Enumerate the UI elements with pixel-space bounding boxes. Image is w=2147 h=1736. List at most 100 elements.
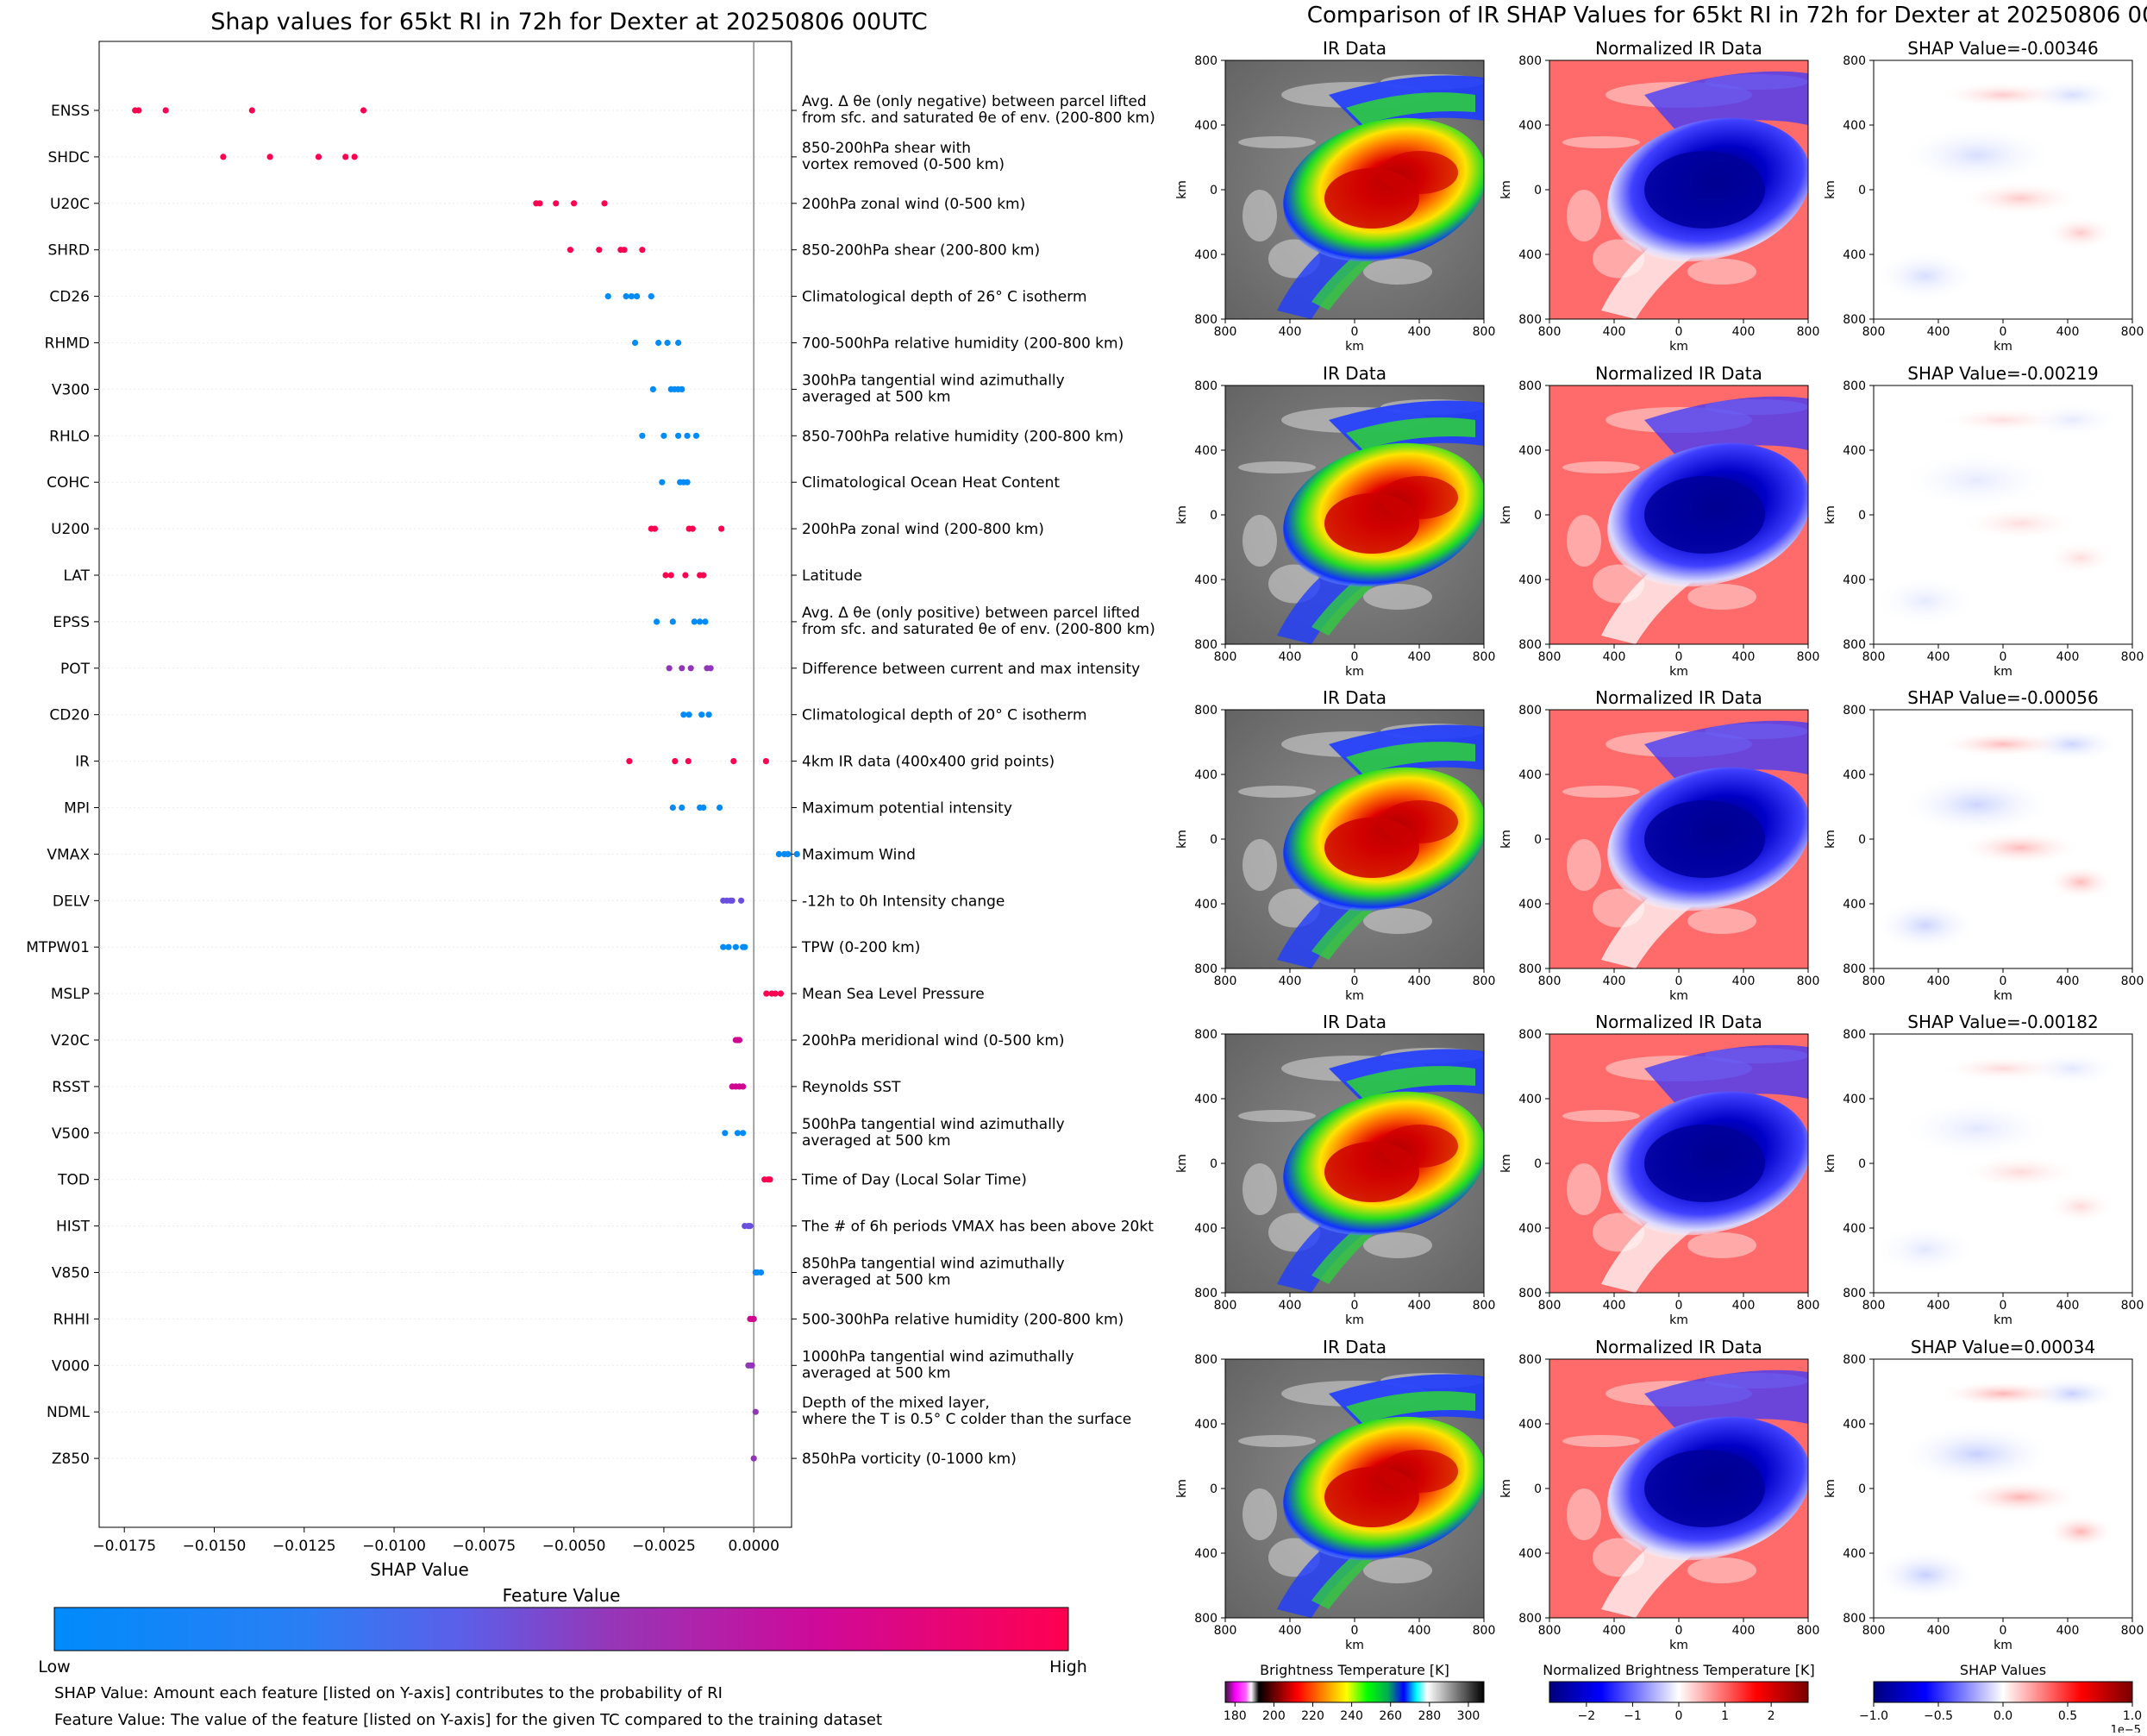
feature-desc-label: Avg. Δ θe (only negative) between parcel… [802,93,1147,110]
ir-panel-title: IR Data [1323,363,1386,384]
map-xtick-label: 400 [1408,975,1431,988]
map-ytick-label: 800 [1518,1287,1542,1300]
map-xtick-label: 800 [1862,1299,1886,1313]
shap-point [669,618,676,625]
map-xlabel: km [1345,1639,1364,1652]
map-xtick-label: 800 [2121,975,2144,988]
map-ytick-label: 400 [1843,1547,1866,1561]
shap-point [360,107,367,114]
map-ytick-label: 800 [1843,1028,1866,1042]
feature-name-label: U200 [51,521,90,538]
map-xtick-label: 400 [1408,650,1431,664]
map-ytick-label: 0 [1858,509,1866,523]
feature-desc-label: The # of 6h periods VMAX has been above … [801,1219,1154,1236]
norm-panel-title: Normalized IR Data [1595,1337,1762,1357]
shap-point [659,479,666,486]
map-xtick-label: 800 [1538,975,1562,988]
shap-point [700,804,707,812]
map-ylabel: km [1499,830,1513,849]
feature-desc-label: 500-300hPa relative humidity (200-800 km… [802,1311,1124,1328]
map-xtick-label: 800 [1473,1299,1496,1313]
map-ytick-label: 0 [1534,833,1542,847]
map-xlabel: km [1994,665,2012,679]
feature-desc-label: 850-700hPa relative humidity (200-800 km… [802,428,1124,445]
map-ytick-label: 0 [1858,184,1866,197]
map-ylabel: km [1824,180,1837,199]
feature-name-label: POT [60,661,91,678]
map-ytick-label: 800 [1518,1353,1542,1367]
shap-point [626,758,633,765]
map-xtick-label: 800 [1862,1624,1886,1638]
map-xtick-label: 400 [1927,1299,1950,1313]
xtick-label: 0.0000 [728,1538,779,1555]
map-ytick-label: 800 [1843,704,1866,718]
map-ytick-label: 400 [1194,898,1217,912]
feature-desc-label: vortex removed (0-500 km) [802,156,1005,173]
shap-point [738,897,745,904]
feature-name-label: RHHI [53,1311,90,1328]
map-xtick-label: 800 [1214,325,1237,339]
map-ytick-label: 400 [1843,1222,1866,1236]
comparison-row: IR Data80080040040000400400800800kmkmNor… [1175,1012,2144,1327]
shap-point [655,339,662,347]
colorbar-tick-label: −0.5 [1924,1709,1953,1723]
feature-name-label: DELV [53,893,90,910]
shap-point [700,572,707,579]
shap-point [553,200,560,207]
colorbar [1224,1681,1485,1703]
shap-point [351,154,358,160]
shap-point [689,525,696,532]
map-ylabel: km [1499,1154,1513,1173]
map-ylabel: km [1824,505,1837,524]
map-xtick-label: 400 [1279,325,1302,339]
map-ylabel: km [1824,1479,1837,1498]
map-ytick-label: 400 [1518,1222,1542,1236]
feature-name-label: HIST [56,1219,91,1236]
map-xtick-label: 800 [1797,1299,1820,1313]
shap-point [750,1315,757,1322]
map-ytick-label: 0 [1210,833,1217,847]
map-xtick-label: 800 [1214,1624,1237,1638]
map-ylabel: km [1499,180,1513,199]
map-xlabel: km [1345,340,1364,354]
colorbar-title: Normalized Brightness Temperature [K] [1543,1662,1815,1678]
map-ytick-label: 400 [1194,248,1217,262]
shap-point [697,618,704,625]
shap-point [684,479,691,486]
feature-desc-label: from sfc. and saturated θe of env. (200-… [802,621,1155,638]
feature-name-label: V20C [51,1032,90,1050]
shap-point [767,1176,773,1183]
ir-panel-title: IR Data [1323,687,1386,708]
shap-point [649,385,657,392]
map-ylabel: km [1499,1479,1513,1498]
xtick-label: −0.0025 [632,1538,696,1555]
shap-point [662,572,669,579]
feature-desc-label: Reynolds SST [802,1079,901,1096]
feature-desc-label: from sfc. and saturated θe of env. (200-… [802,110,1155,127]
colorbar-tick-label: 200 [1262,1709,1286,1723]
map-xtick-label: 400 [1927,325,1950,339]
feature-name-label: U20C [50,196,90,213]
map-xtick-label: 400 [1408,1299,1431,1313]
feature-name-label: ENSS [51,103,90,120]
map-ytick-label: 400 [1194,1418,1217,1432]
map-xtick-label: 800 [1214,1299,1237,1313]
map-ytick-label: 400 [1843,573,1866,587]
feature-name-label: CD20 [49,707,90,724]
map-ytick-label: 400 [1518,573,1542,587]
map-xtick-label: 800 [1538,325,1562,339]
shap-panel-title: SHAP Value=-0.00346 [1907,38,2098,59]
map-xtick-label: 400 [1279,650,1302,664]
map-ytick-label: 400 [1194,573,1217,587]
map-xtick-label: 400 [1603,1299,1626,1313]
map-xlabel: km [1669,340,1688,354]
map-xtick-label: 0 [2000,325,2007,339]
feature-name-label: V500 [52,1125,90,1143]
feature-name-label: COHC [47,474,90,492]
map-xtick-label: 400 [1732,1299,1756,1313]
feature-name-label: NDML [47,1404,90,1421]
colorbar-tick-label: 0.0 [1994,1709,2012,1723]
map-xtick-label: 0 [1351,325,1359,339]
shap-point [634,293,641,300]
